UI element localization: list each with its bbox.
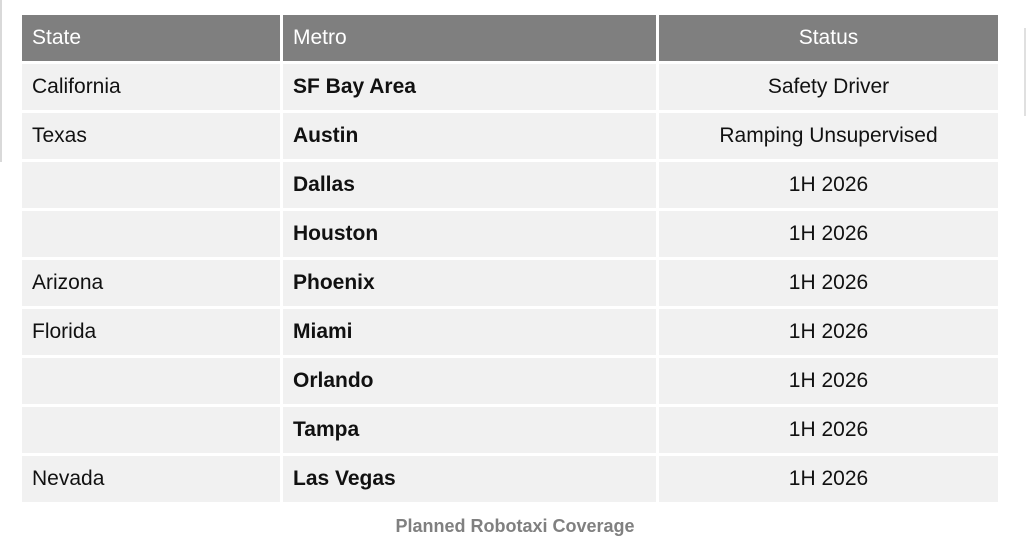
table-row: California SF Bay Area Safety Driver (22, 64, 998, 110)
state-cell (22, 162, 280, 208)
state-cell (22, 407, 280, 453)
status-cell: 1H 2026 (659, 260, 998, 306)
status-cell: 1H 2026 (659, 456, 998, 502)
state-cell: Texas (22, 113, 280, 159)
metro-cell: Tampa (283, 407, 656, 453)
metro-cell: Las Vegas (283, 456, 656, 502)
metro-cell: Houston (283, 211, 656, 257)
table-caption: Planned Robotaxi Coverage (395, 516, 635, 536)
status-cell: Ramping Unsupervised (659, 113, 998, 159)
table-header-row: State Metro Status (22, 15, 998, 61)
status-cell: 1H 2026 (659, 358, 998, 404)
status-cell: Safety Driver (659, 64, 998, 110)
column-header-status: Status (659, 15, 998, 61)
table-row: Arizona Phoenix 1H 2026 (22, 260, 998, 306)
edge-artifact-left (0, 0, 2, 162)
table-row: Florida Miami 1H 2026 (22, 309, 998, 355)
table-row: Nevada Las Vegas 1H 2026 (22, 456, 998, 502)
robotaxi-coverage-table: State Metro Status California SF Bay Are… (19, 12, 1001, 505)
status-cell: 1H 2026 (659, 309, 998, 355)
metro-cell: Austin (283, 113, 656, 159)
state-cell (22, 211, 280, 257)
table-row: Houston 1H 2026 (22, 211, 998, 257)
status-cell: 1H 2026 (659, 162, 998, 208)
table-row: Dallas 1H 2026 (22, 162, 998, 208)
column-header-state: State (22, 15, 280, 61)
metro-cell: Dallas (283, 162, 656, 208)
state-cell: Nevada (22, 456, 280, 502)
metro-cell: SF Bay Area (283, 64, 656, 110)
table-row: Orlando 1H 2026 (22, 358, 998, 404)
table-row: Texas Austin Ramping Unsupervised (22, 113, 998, 159)
edge-artifact-right (1024, 28, 1026, 116)
state-cell (22, 358, 280, 404)
table-row: Tampa 1H 2026 (22, 407, 998, 453)
state-cell: Florida (22, 309, 280, 355)
metro-cell: Orlando (283, 358, 656, 404)
metro-cell: Miami (283, 309, 656, 355)
status-cell: 1H 2026 (659, 407, 998, 453)
state-cell: California (22, 64, 280, 110)
metro-cell: Phoenix (283, 260, 656, 306)
status-cell: 1H 2026 (659, 211, 998, 257)
state-cell: Arizona (22, 260, 280, 306)
column-header-metro: Metro (283, 15, 656, 61)
